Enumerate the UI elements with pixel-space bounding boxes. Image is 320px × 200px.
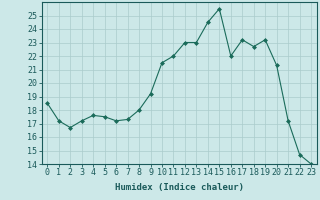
X-axis label: Humidex (Indice chaleur): Humidex (Indice chaleur) [115, 183, 244, 192]
